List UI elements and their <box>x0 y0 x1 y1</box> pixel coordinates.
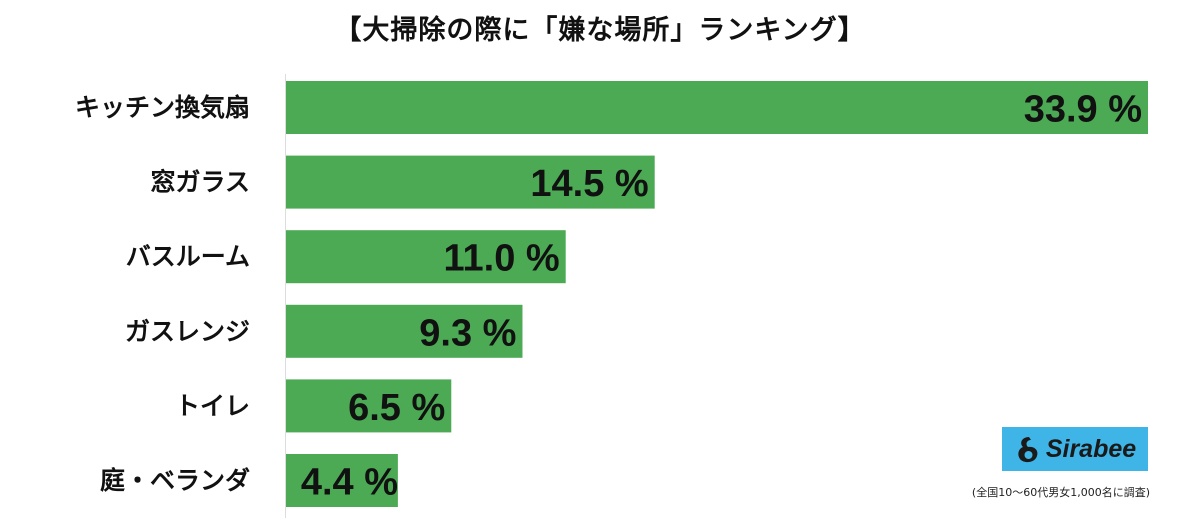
category-label-4: トイレ <box>175 391 250 420</box>
sirabee-logo: Sirabee <box>1002 427 1148 471</box>
sirabee-mark-icon <box>1018 437 1038 463</box>
category-label-0: キッチン換気扇 <box>75 93 250 122</box>
bar-5 <box>286 454 398 507</box>
category-label-3: ガスレンジ <box>125 317 250 346</box>
bar-1 <box>286 155 655 209</box>
bar-0 <box>286 81 1148 134</box>
category-label-1: 窓ガラス <box>150 168 250 197</box>
category-label-2: バスルーム <box>126 242 250 271</box>
value-label-1: 14.5 % <box>530 163 648 205</box>
value-label-5: 4.4 % <box>301 462 398 504</box>
labels-layer: キッチン換気扇 33.9 % 窓ガラス 14.5 % バスルーム 11.0 % ガスレンジ 9… <box>75 89 1142 504</box>
bar-2 <box>286 230 566 284</box>
survey-footnote: (全国10〜60代男女1,000名に調査) <box>971 486 1150 499</box>
bars-layer <box>286 81 1148 507</box>
sirabee-logo-text: Sirabee <box>1045 434 1137 463</box>
value-label-2: 11.0 % <box>443 238 559 280</box>
category-label-5: 庭・ベランダ <box>100 466 250 495</box>
value-label-4: 6.5 % <box>348 387 445 429</box>
chart-title: 【大掃除の際に「嫌な場所」ランキング】 <box>334 15 866 46</box>
bar-4 <box>286 379 452 433</box>
value-label-0: 33.9 % <box>1024 89 1142 131</box>
value-label-3: 9.3 % <box>419 312 516 354</box>
bar-3 <box>286 304 523 358</box>
